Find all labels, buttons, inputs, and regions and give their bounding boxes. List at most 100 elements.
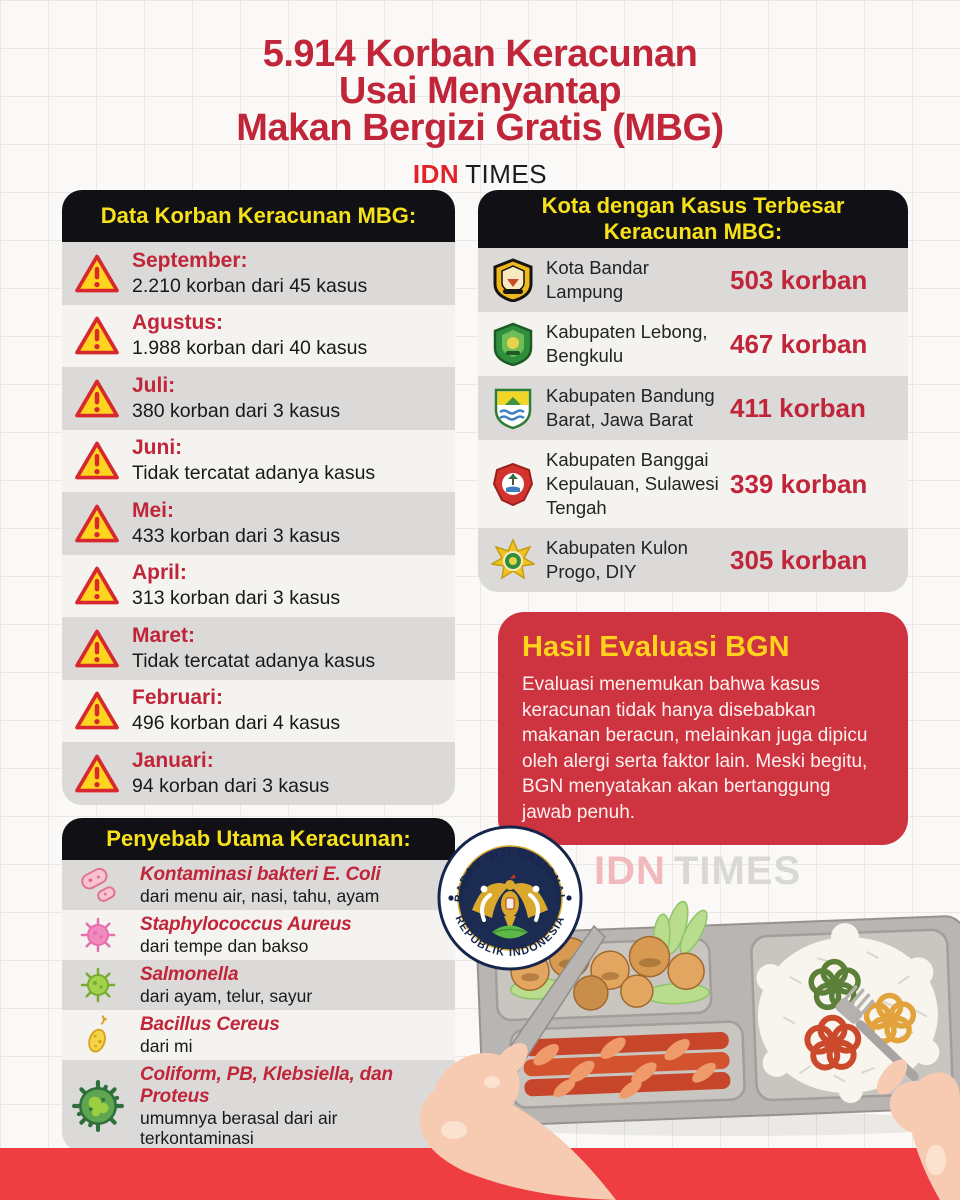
month-row-mei: Mei: 433 korban dari 3 kasus (62, 492, 455, 555)
cause-name: Kontaminasi bakteri E. Coli (140, 863, 381, 885)
month-label: Agustus: (132, 311, 223, 335)
bandung-barat-crest-icon (490, 386, 536, 430)
city-victim-count: 305 korban (730, 545, 868, 575)
banggai-kepulauan-crest-icon (490, 462, 536, 506)
month-row-juli: Juli: 380 korban dari 3 kasus (62, 367, 455, 430)
city-row-bandar-lampung: Kota Bandar Lampung 503 korban (478, 248, 908, 312)
month-row-februari: Februari: 496 korban dari 4 kasus (62, 679, 455, 742)
cause-detail: dari ayam, telur, sayur (140, 985, 313, 1006)
city-header-line2: Keracunan MBG: (603, 219, 783, 244)
watermark-idn-text: IDN (594, 849, 666, 893)
city-name: Kabupaten Kulon Progo, DIY (546, 537, 688, 582)
evaluation-title: Hasil Evaluasi BGN (522, 631, 790, 663)
cause-row-staphylococcus: Staphylococcus Aureus dari tempe dan bak… (62, 909, 455, 960)
cause-panel-header: Penyebab Utama Keracunan: (62, 817, 455, 860)
city-row-banggai: Kabupaten Banggai Kepulauan, Sulawesi Te… (478, 440, 908, 528)
food-tray-illustration (419, 900, 960, 1200)
month-label: Juni: (132, 436, 183, 460)
month-label: April: (132, 561, 187, 585)
monthly-panel-header: Data Korban Keracunan MBG: (62, 190, 455, 242)
cause-detail: dari mi (140, 1035, 193, 1056)
month-row-maret: Maret: Tidak tercatat adanya kasus (62, 617, 455, 680)
month-label: Maret: (132, 623, 196, 647)
page-title-line3: Makan Bergizi Gratis (MBG) (236, 107, 724, 149)
month-label: Februari: (132, 686, 224, 710)
cause-detail: dari tempe dan bakso (140, 935, 309, 956)
meat-strips (522, 1031, 731, 1099)
times-logo-text: TIMES (465, 159, 548, 189)
kulon-progo-crest-icon (490, 538, 536, 582)
page-title-line1: 5.914 Korban Keracunan (262, 33, 698, 75)
title-block: 5.914 Korban Keracunan Usai Menyantap Ma… (0, 33, 960, 190)
warning-triangle-icon (72, 314, 122, 357)
cause-detail: umumnya berasal dari air terkontaminasi (140, 1107, 338, 1148)
idn-times-logo: IDN TIMES (0, 159, 960, 190)
red-pepper-ring (804, 1014, 862, 1071)
cause-row-bacillus: Bacillus Cereus dari mi (62, 1009, 455, 1060)
left-hand (419, 1043, 616, 1200)
cause-name: Salmonella (140, 963, 239, 985)
city-row-bandung-barat: Kabupaten Bandung Barat, Jawa Barat 411 … (478, 376, 908, 440)
city-victim-count: 503 korban (730, 265, 868, 295)
month-value: 313 korban dari 3 kasus (132, 587, 341, 610)
month-row-april: April: 313 korban dari 3 kasus (62, 554, 455, 617)
warning-triangle-icon (72, 502, 122, 545)
warning-triangle-icon (72, 627, 122, 670)
green-pepper-ring (808, 958, 861, 1011)
month-value: 1.988 korban dari 40 kasus (132, 337, 368, 360)
month-label: Januari: (132, 748, 214, 772)
page-title-line2: Usai Menyantap (338, 70, 622, 112)
city-name: Kabupaten Banggai Kepulauan, Sulawesi Te… (546, 449, 719, 518)
city-victim-count: 467 korban (730, 329, 868, 359)
warning-triangle-icon (72, 564, 122, 607)
monthly-data-panel: Data Korban Keracunan MBG: September: 2.… (62, 190, 455, 805)
bgn-logo: BADAN GIZI NASIONAL REPUBLIK INDONESIA (437, 825, 583, 971)
warning-triangle-icon (72, 689, 122, 732)
month-row-agustus: Agustus: 1.988 korban dari 40 kasus (62, 304, 455, 367)
city-row-lebong: Kabupaten Lebong, Bengkulu 467 korban (478, 312, 908, 376)
idn-times-watermark: IDN TIMES (594, 849, 801, 894)
month-value: Tidak tercatat adanya kasus (132, 462, 376, 485)
warning-triangle-icon (72, 439, 122, 482)
month-label: Juli: (132, 373, 176, 397)
evaluation-body: Evaluasi menemukan bahwa kasus keracunan… (522, 674, 868, 823)
month-value: 496 korban dari 4 kasus (132, 712, 341, 735)
city-victim-count: 339 korban (730, 469, 868, 499)
coliform-icon (62, 1079, 134, 1133)
warning-triangle-icon (72, 377, 122, 420)
month-value: 94 korban dari 3 kasus (132, 774, 330, 797)
ecoli-bacteria-icon (62, 866, 134, 904)
month-value: 433 korban dari 3 kasus (132, 524, 341, 547)
people-figures (480, 885, 540, 922)
cause-row-coliform: Coliform, PB, Klebsiella, dan Proteus um… (62, 1059, 455, 1152)
city-panel: Kota dengan Kasus Terbesar Keracunan MBG… (478, 190, 908, 592)
cause-name: Coliform, PB, Klebsiella, dan Proteus (140, 1063, 393, 1107)
evaluation-panel: Hasil Evaluasi BGN Evaluasi menemukan ba… (498, 612, 908, 845)
month-label: September: (132, 248, 248, 272)
month-value: 2.210 korban dari 45 kasus (132, 274, 368, 297)
cause-panel: Penyebab Utama Keracunan: Kontaminasi ba… (62, 817, 455, 1152)
city-victim-count: 411 korban (730, 393, 866, 423)
warning-triangle-icon (72, 252, 122, 295)
bacillus-cereus-icon (62, 1014, 134, 1056)
cause-name: Bacillus Cereus (140, 1013, 280, 1035)
warning-triangle-icon (72, 752, 122, 795)
city-row-kulon-progo: Kabupaten Kulon Progo, DIY 305 korban (478, 528, 908, 592)
fork (835, 985, 919, 1082)
bandar-lampung-crest-icon (490, 258, 536, 302)
idn-logo-text: IDN (412, 159, 460, 189)
watermark-times-text: TIMES (673, 849, 802, 893)
cause-row-ecoli: Kontaminasi bakteri E. Coli dari menu ai… (62, 859, 455, 910)
month-row-september: September: 2.210 korban dari 45 kasus (62, 242, 455, 305)
right-column: Kota dengan Kasus Terbesar Keracunan MBG… (478, 190, 908, 845)
leaves (492, 925, 528, 939)
cause-row-salmonella: Salmonella dari ayam, telur, sayur (62, 959, 455, 1010)
left-column: Data Korban Keracunan MBG: September: 2.… (62, 190, 455, 1152)
city-name: Kabupaten Lebong, Bengkulu (546, 321, 708, 366)
city-header-line1: Kota dengan Kasus Terbesar (541, 193, 845, 218)
cause-name: Staphylococcus Aureus (140, 913, 352, 935)
salmonella-icon (62, 965, 134, 1005)
month-label: Mei: (132, 498, 174, 522)
month-row-januari: Januari: 94 korban dari 3 kasus (62, 742, 455, 805)
